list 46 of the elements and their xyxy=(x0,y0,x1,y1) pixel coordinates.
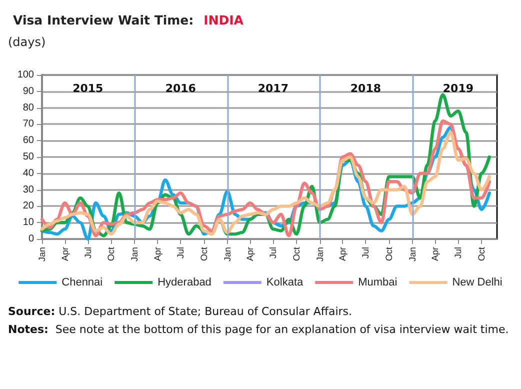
chart-subtitle: INDIA xyxy=(204,12,244,28)
x2-tick-label: 2019 xyxy=(442,82,474,95)
y-tick-label: 90 xyxy=(22,86,34,97)
x-tick-label: Jul xyxy=(360,247,371,259)
y-tick-label: 10 xyxy=(22,217,34,228)
x2-tick-label: 2017 xyxy=(258,82,288,95)
x2-tick-label: 2015 xyxy=(72,82,104,95)
legend-label: Mumbai xyxy=(358,276,398,288)
text: Notes: See note at the bottom of this page for an explanation of visa interview wait time. xyxy=(8,323,509,336)
source-note: Source: U.S. Department of State; Bureau of Consular Affairs. xyxy=(8,305,352,318)
y-tick-label: 0 xyxy=(28,234,34,244)
y-tick-label: 50 xyxy=(22,152,34,162)
legend-label: Chennai xyxy=(62,276,103,288)
chart-title: Visa Interview Wait Time: xyxy=(13,12,194,28)
x-tick-label: Oct xyxy=(476,246,487,262)
x-tick-label: Jan xyxy=(407,247,418,262)
y-tick-label: 60 xyxy=(22,135,34,146)
x-tick-label: Oct xyxy=(384,246,394,262)
x2-tick-label: 2018 xyxy=(350,82,382,95)
x-tick-label: Jul xyxy=(453,247,464,259)
x-tick-label: Jan xyxy=(314,247,325,262)
x2-tick-label: 2016 xyxy=(165,82,196,95)
x-tick-label: Apr xyxy=(338,247,348,262)
y-tick-label: 80 xyxy=(22,102,34,114)
x-tick-label: Oct xyxy=(198,246,209,262)
x-tick-label: Apr xyxy=(152,247,163,262)
legend-label: Kolkata xyxy=(266,276,304,288)
x-tick-label: Jul xyxy=(82,247,93,259)
y-tick-label: 30 xyxy=(22,184,34,196)
legend-label: Hyderabad xyxy=(158,276,212,288)
y-tick-label: 40 xyxy=(22,168,34,179)
y-tick-label: 70 xyxy=(22,118,34,130)
x-tick-label: Jan xyxy=(130,247,140,262)
x-tick-label: Jan xyxy=(222,247,232,262)
x-tick-label: Jul xyxy=(176,247,186,259)
x-tick-label: Apr xyxy=(60,247,70,262)
x-tick-label: Jul xyxy=(268,247,278,259)
y-tick-label: 100 xyxy=(17,70,34,80)
x-tick-label: Apr xyxy=(430,247,440,262)
x-tick-label: Apr xyxy=(245,247,256,262)
y-axis-title: (days) xyxy=(8,35,46,49)
legend-label: New Delhi xyxy=(452,276,502,288)
x-tick-label: Oct xyxy=(106,246,116,262)
y-tick-label: 20 xyxy=(22,200,34,212)
x-tick-label: Jan xyxy=(37,247,47,262)
x-tick-label: Oct xyxy=(291,246,302,262)
